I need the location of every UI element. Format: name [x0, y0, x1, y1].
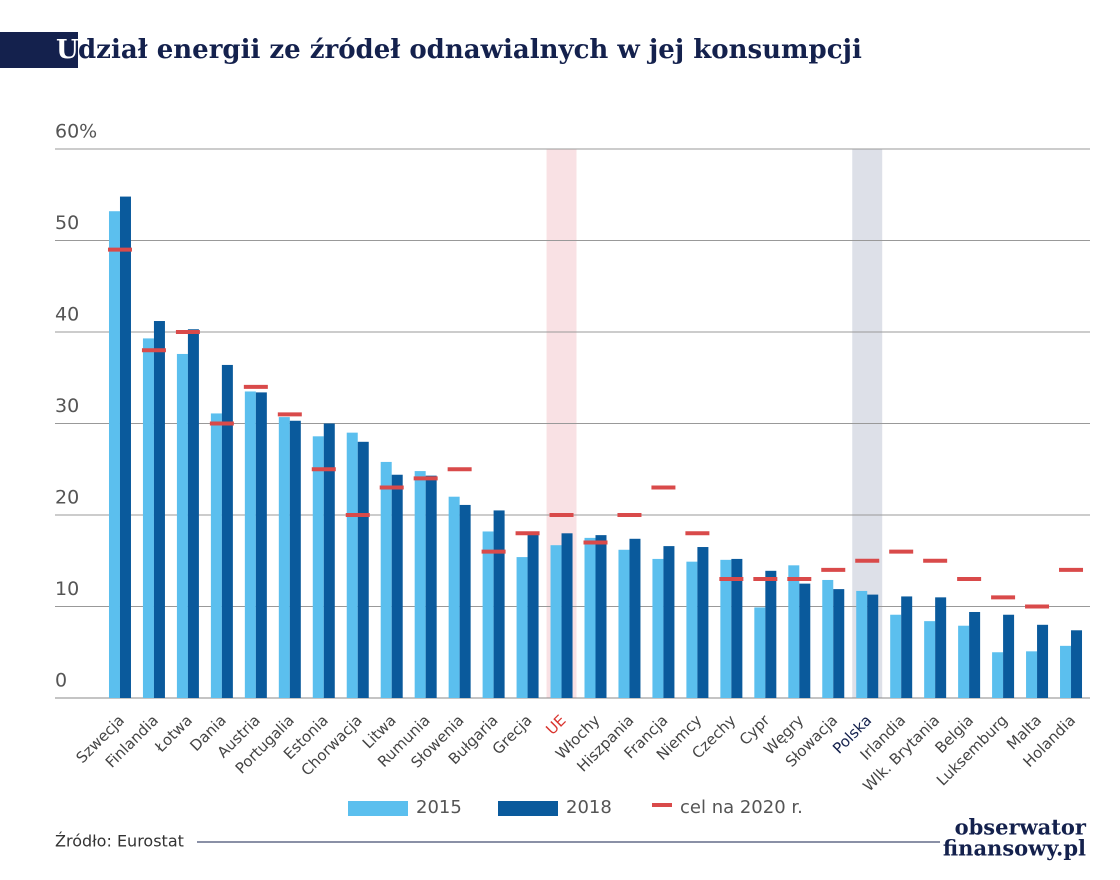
legend-swatch	[348, 801, 408, 816]
bar	[425, 475, 437, 698]
bar	[629, 538, 641, 698]
bar	[414, 471, 426, 698]
bar	[391, 474, 403, 698]
y-tick-label: 30	[55, 395, 79, 417]
bar	[992, 652, 1004, 698]
bar	[856, 590, 868, 698]
bar	[584, 537, 596, 698]
bar	[924, 621, 936, 698]
y-tick-label: 60%	[55, 121, 97, 143]
legend-swatch	[498, 801, 558, 816]
bar	[935, 597, 947, 698]
logo-bottom: finansowy.pl	[943, 836, 1086, 861]
bar	[686, 561, 698, 698]
bar	[459, 504, 471, 698]
y-tick-label: 20	[55, 487, 79, 509]
bar	[142, 338, 154, 698]
bar	[108, 211, 120, 698]
bar	[255, 392, 267, 698]
bar	[890, 614, 902, 698]
bar	[1003, 614, 1015, 698]
bar	[867, 594, 879, 698]
legend-label: 2018	[566, 797, 612, 818]
bar	[833, 589, 845, 698]
bar	[493, 510, 505, 698]
y-tick-label: 50	[55, 212, 79, 234]
x-tick-label: UE	[542, 711, 569, 738]
bar	[380, 461, 392, 698]
bar	[822, 579, 834, 698]
bar	[516, 557, 528, 698]
bar	[561, 533, 573, 698]
bar	[799, 583, 811, 698]
bar	[1037, 624, 1049, 698]
bar	[788, 565, 800, 698]
bar	[527, 533, 539, 698]
bar	[187, 329, 199, 698]
y-tick-label: 40	[55, 304, 79, 326]
legend-label: 2015	[416, 797, 462, 818]
bar	[663, 546, 675, 698]
bar	[969, 611, 981, 698]
x-tick-label: Łotwa	[151, 711, 196, 756]
chart-title: dział energii ze źródeł odnawialnych w j…	[78, 35, 862, 65]
bar	[901, 596, 913, 698]
bar	[278, 417, 290, 698]
bar	[958, 625, 970, 698]
bar	[312, 436, 324, 698]
bar	[1071, 630, 1083, 698]
bar	[448, 496, 460, 698]
bar	[697, 547, 709, 698]
bar	[210, 413, 222, 698]
bar	[357, 441, 369, 698]
bar	[550, 545, 562, 698]
bar	[323, 423, 335, 698]
bar	[731, 558, 743, 698]
source: Źródło: Eurostat	[55, 832, 184, 851]
bar	[720, 559, 732, 698]
bar	[289, 420, 301, 698]
bar	[482, 531, 494, 698]
bar	[346, 432, 358, 698]
bar	[1026, 651, 1038, 698]
y-tick-label: 0	[55, 670, 67, 692]
title-block	[0, 32, 78, 68]
bar	[754, 607, 766, 698]
bar	[618, 549, 630, 698]
bar	[652, 558, 664, 698]
bar	[221, 364, 233, 698]
bar	[153, 321, 165, 698]
chart-title-initial: U	[56, 35, 79, 65]
bar	[595, 535, 607, 698]
bar	[1060, 645, 1072, 698]
bar	[176, 353, 188, 698]
bar	[119, 196, 131, 698]
y-tick-label: 10	[55, 578, 79, 600]
legend-label: cel na 2020 r.	[680, 797, 803, 818]
logo-top: obserwator	[955, 815, 1087, 840]
bar	[244, 391, 256, 698]
bar	[765, 570, 777, 698]
